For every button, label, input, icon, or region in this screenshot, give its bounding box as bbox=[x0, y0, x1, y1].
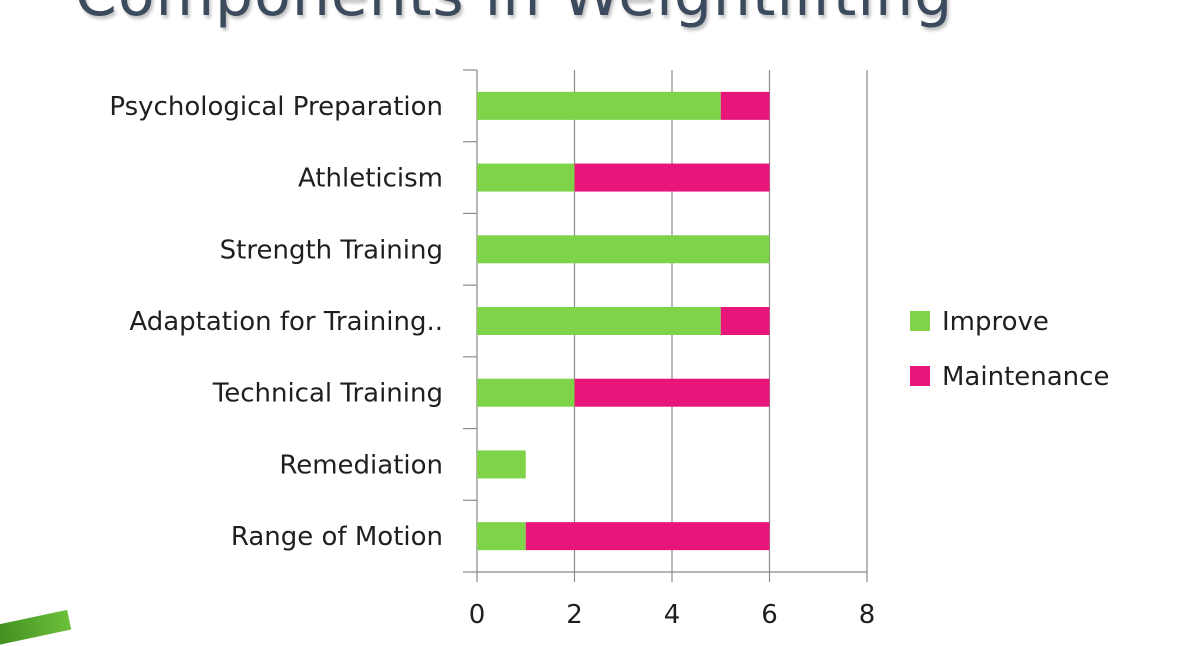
slide-title: Components in Weightlifting bbox=[75, 0, 953, 30]
bar-maintenance-segment bbox=[574, 378, 770, 407]
category-label: Range of Motion bbox=[231, 522, 443, 552]
bar-maintenance-segment bbox=[720, 307, 770, 335]
x-tick-label: 6 bbox=[761, 600, 778, 630]
bar-improve-segment bbox=[477, 235, 770, 264]
bar-improve-segment bbox=[477, 378, 575, 407]
legend-label: Improve bbox=[942, 307, 1049, 337]
bar-improve-segment bbox=[477, 450, 526, 479]
category-label: Strength Training bbox=[220, 235, 443, 265]
x-tick-label: 8 bbox=[859, 600, 876, 630]
bar-improve-segment bbox=[477, 163, 575, 192]
x-tick-label: 2 bbox=[566, 600, 583, 630]
category-label: Technical Training bbox=[212, 379, 443, 409]
category-label: Adaptation for Training.. bbox=[129, 307, 443, 337]
bar-maintenance-segment bbox=[525, 522, 770, 551]
legend-swatch-improve bbox=[910, 311, 930, 331]
legend-label: Maintenance bbox=[942, 362, 1109, 392]
bar-maintenance-segment bbox=[574, 163, 770, 192]
x-tick-label: 0 bbox=[469, 600, 486, 630]
bar-improve-segment bbox=[477, 522, 526, 551]
legend-swatch-maintenance bbox=[910, 366, 930, 386]
category-label: Remediation bbox=[279, 450, 443, 480]
x-tick-label: 4 bbox=[664, 600, 681, 630]
stacked-bar-chart: 0 2 4 6 8 Psychological Preparation Athleticis… bbox=[109, 69, 1109, 630]
bar-improve-segment bbox=[477, 91, 721, 120]
category-label: Athleticism bbox=[298, 164, 443, 194]
category-label: Psychological Preparation bbox=[109, 92, 443, 122]
bar-improve-segment bbox=[477, 307, 721, 335]
bar-maintenance-segment bbox=[720, 91, 770, 120]
